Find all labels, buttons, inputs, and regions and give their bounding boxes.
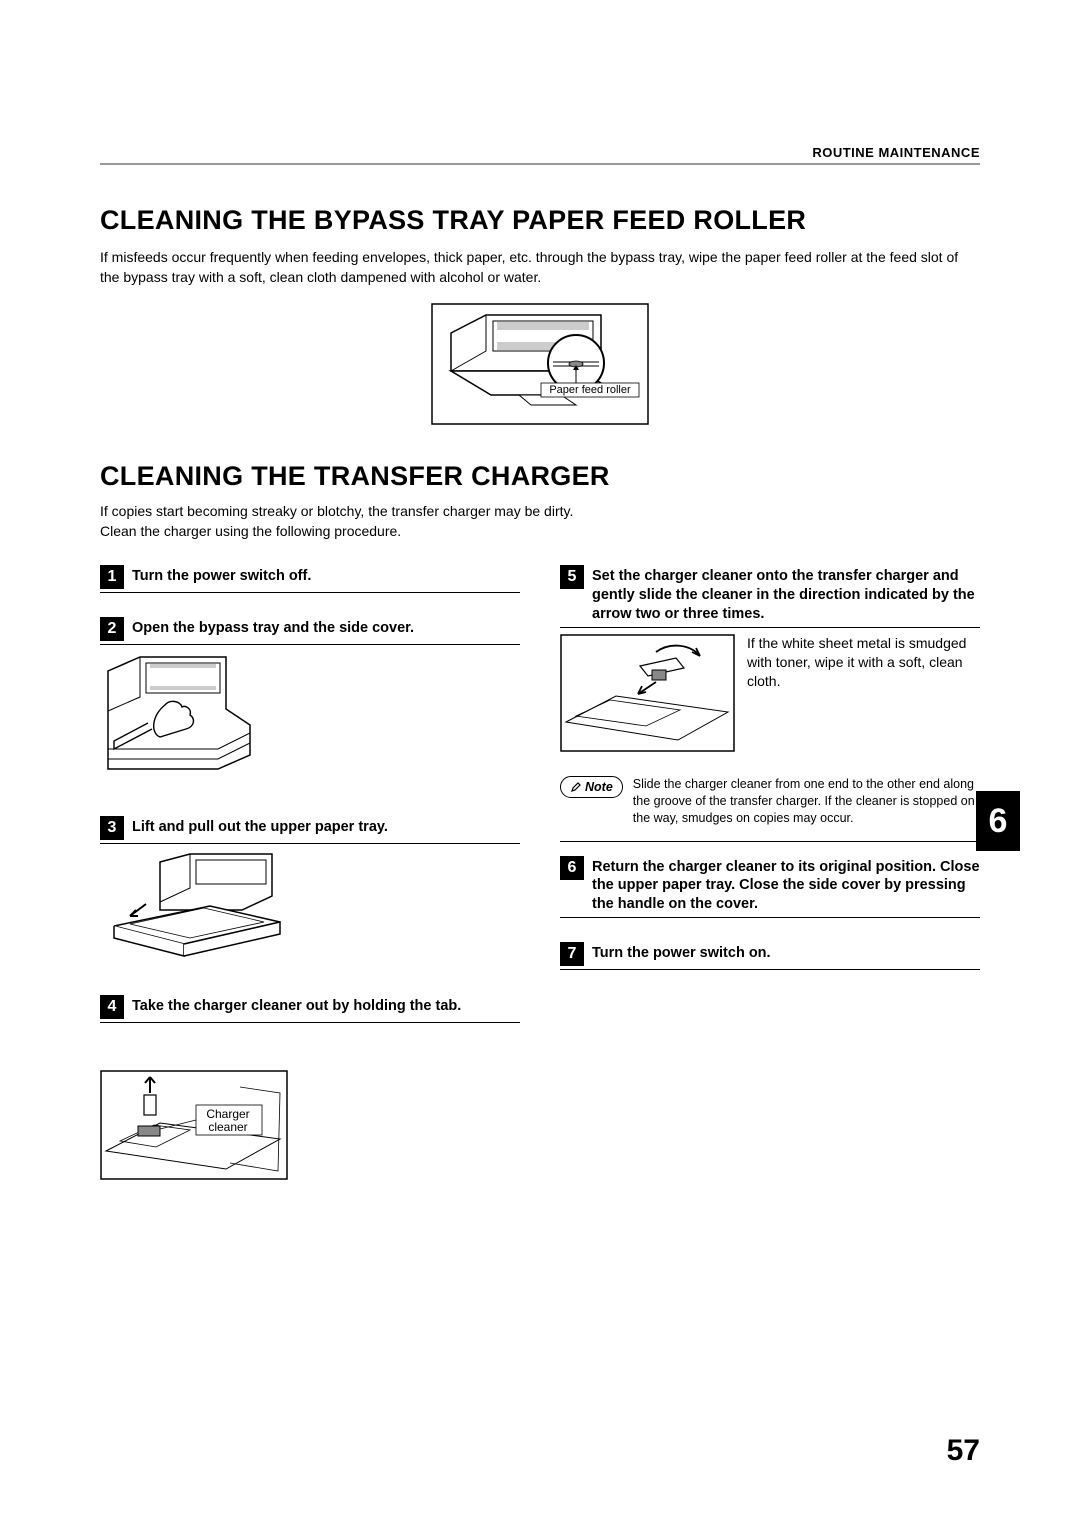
right-column: 5 Set the charger cleaner onto the trans… [560,565,980,1210]
step5-image [560,634,735,752]
step-title-6: Return the charger cleaner to its origin… [592,856,980,915]
svg-text:cleaner: cleaner [208,1120,247,1134]
step-title-2: Open the bypass tray and the side cover. [132,617,414,638]
step-title-1: Turn the power switch off. [132,565,311,586]
step-title-4: Take the charger cleaner out by holding … [132,995,461,1016]
roller-diagram: Paper feed roller [430,301,650,426]
section2-intro-l1: If copies start becoming streaky or blot… [100,503,573,519]
step-title-7: Turn the power switch on. [592,942,771,963]
step-2: 2 Open the bypass tray and the side cove… [100,617,520,780]
roller-label: Paper feed roller [549,384,631,396]
header-rule: ROUTINE MAINTENANCE [100,145,980,165]
step-num-2: 2 [100,617,124,641]
step-num-5: 5 [560,565,584,589]
step-7: 7 Turn the power switch on. [560,942,980,970]
step-3: 3 Lift and pull out the upper paper tray… [100,816,520,969]
section-label: ROUTINE MAINTENANCE [100,145,980,160]
svg-text:Charger: Charger [206,1107,249,1121]
left-column: 1 Turn the power switch off. 2 Open the … [100,565,520,1210]
section2-intro: If copies start becoming streaky or blot… [100,502,980,541]
step-num-6: 6 [560,856,584,880]
note-label: Note [585,780,613,794]
step5-side-text: If the white sheet metal is smudged with… [747,634,980,752]
step-1: 1 Turn the power switch off. [100,565,520,593]
printer-roller-svg: Paper feed roller [431,303,649,425]
section1-title: CLEANING THE BYPASS TRAY PAPER FEED ROLL… [100,205,980,236]
note-block: Note Slide the charger cleaner from one … [560,776,980,842]
step2-image [100,653,520,780]
step-5: 5 Set the charger cleaner onto the trans… [560,565,980,752]
step-4: 4 Take the charger cleaner out by holdin… [100,995,520,1186]
chapter-tab: 6 [976,791,1020,851]
page-number: 57 [947,1434,980,1468]
step-title-5: Set the charger cleaner onto the transfe… [592,565,980,624]
pencil-icon [570,781,582,793]
step-6: 6 Return the charger cleaner to its orig… [560,856,980,919]
section2-intro-l2: Clean the charger using the following pr… [100,523,401,539]
step-num-1: 1 [100,565,124,589]
step-num-3: 3 [100,816,124,840]
step-title-3: Lift and pull out the upper paper tray. [132,816,388,837]
step-num-7: 7 [560,942,584,966]
note-pill: Note [560,776,623,798]
section2-title: CLEANING THE TRANSFER CHARGER [100,461,980,492]
step-num-4: 4 [100,995,124,1019]
step4-image: Charger cleaner [100,1031,520,1186]
section1-intro: If misfeeds occur frequently when feedin… [100,248,980,287]
step3-image [100,852,520,969]
note-text: Slide the charger cleaner from one end t… [633,776,980,827]
